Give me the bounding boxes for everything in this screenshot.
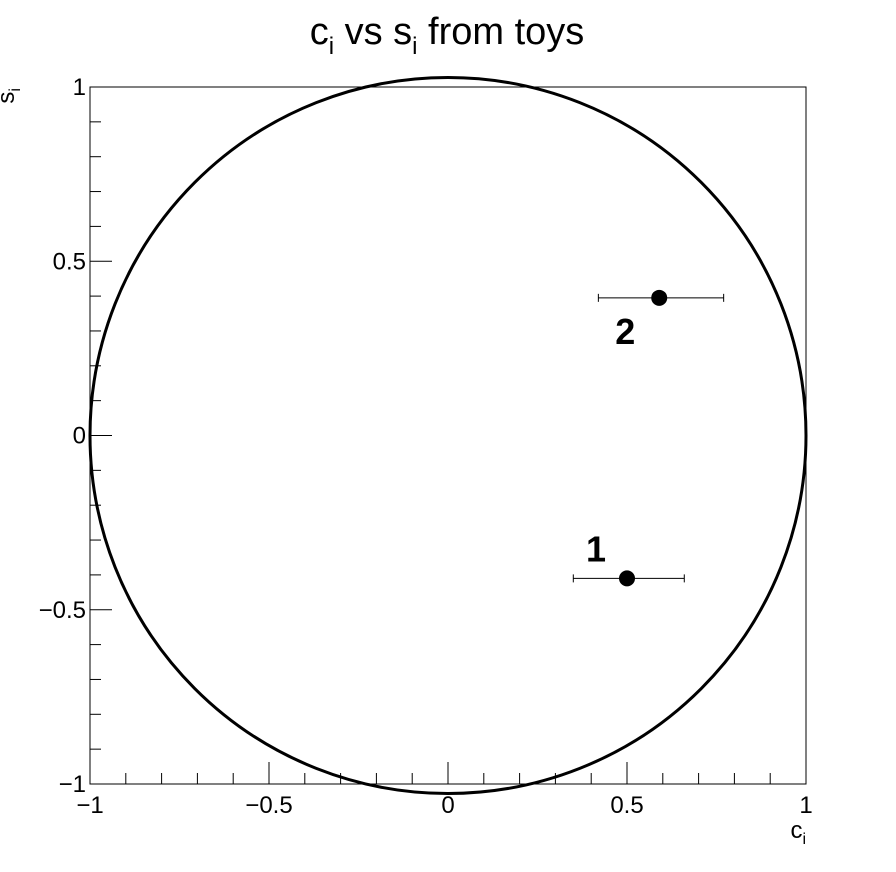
y-tick-label: 0.5 (53, 248, 86, 275)
data-point (651, 289, 668, 306)
y-axis-ticks (90, 86, 112, 785)
y-tick-label: −0.5 (39, 597, 86, 624)
point-label: 2 (615, 311, 635, 352)
data-points: 12 (572, 289, 725, 587)
x-tick-label: −1 (76, 792, 103, 819)
x-axis-label: ci (790, 817, 806, 848)
x-tick-label: −0.5 (245, 792, 292, 819)
x-tick-label: 0 (441, 792, 454, 819)
x-axis-ticks (89, 762, 807, 784)
y-axis-tick-labels: −1 −0.5 0 0.5 1 (39, 74, 86, 798)
unit-circle (88, 76, 808, 795)
point-label: 1 (586, 528, 606, 569)
x-tick-label: 1 (799, 792, 812, 819)
y-axis-label: si (0, 88, 24, 104)
x-tick-label: 0.5 (610, 792, 643, 819)
y-tick-label: 1 (73, 74, 86, 101)
y-tick-label: −1 (59, 771, 86, 798)
x-axis-tick-labels: −1 −0.5 0 0.5 1 (76, 792, 812, 819)
data-point (619, 570, 635, 587)
y-tick-label: 0 (73, 423, 86, 450)
chart-title: ci vs si from toys (310, 11, 585, 60)
plot-frame (89, 86, 807, 785)
